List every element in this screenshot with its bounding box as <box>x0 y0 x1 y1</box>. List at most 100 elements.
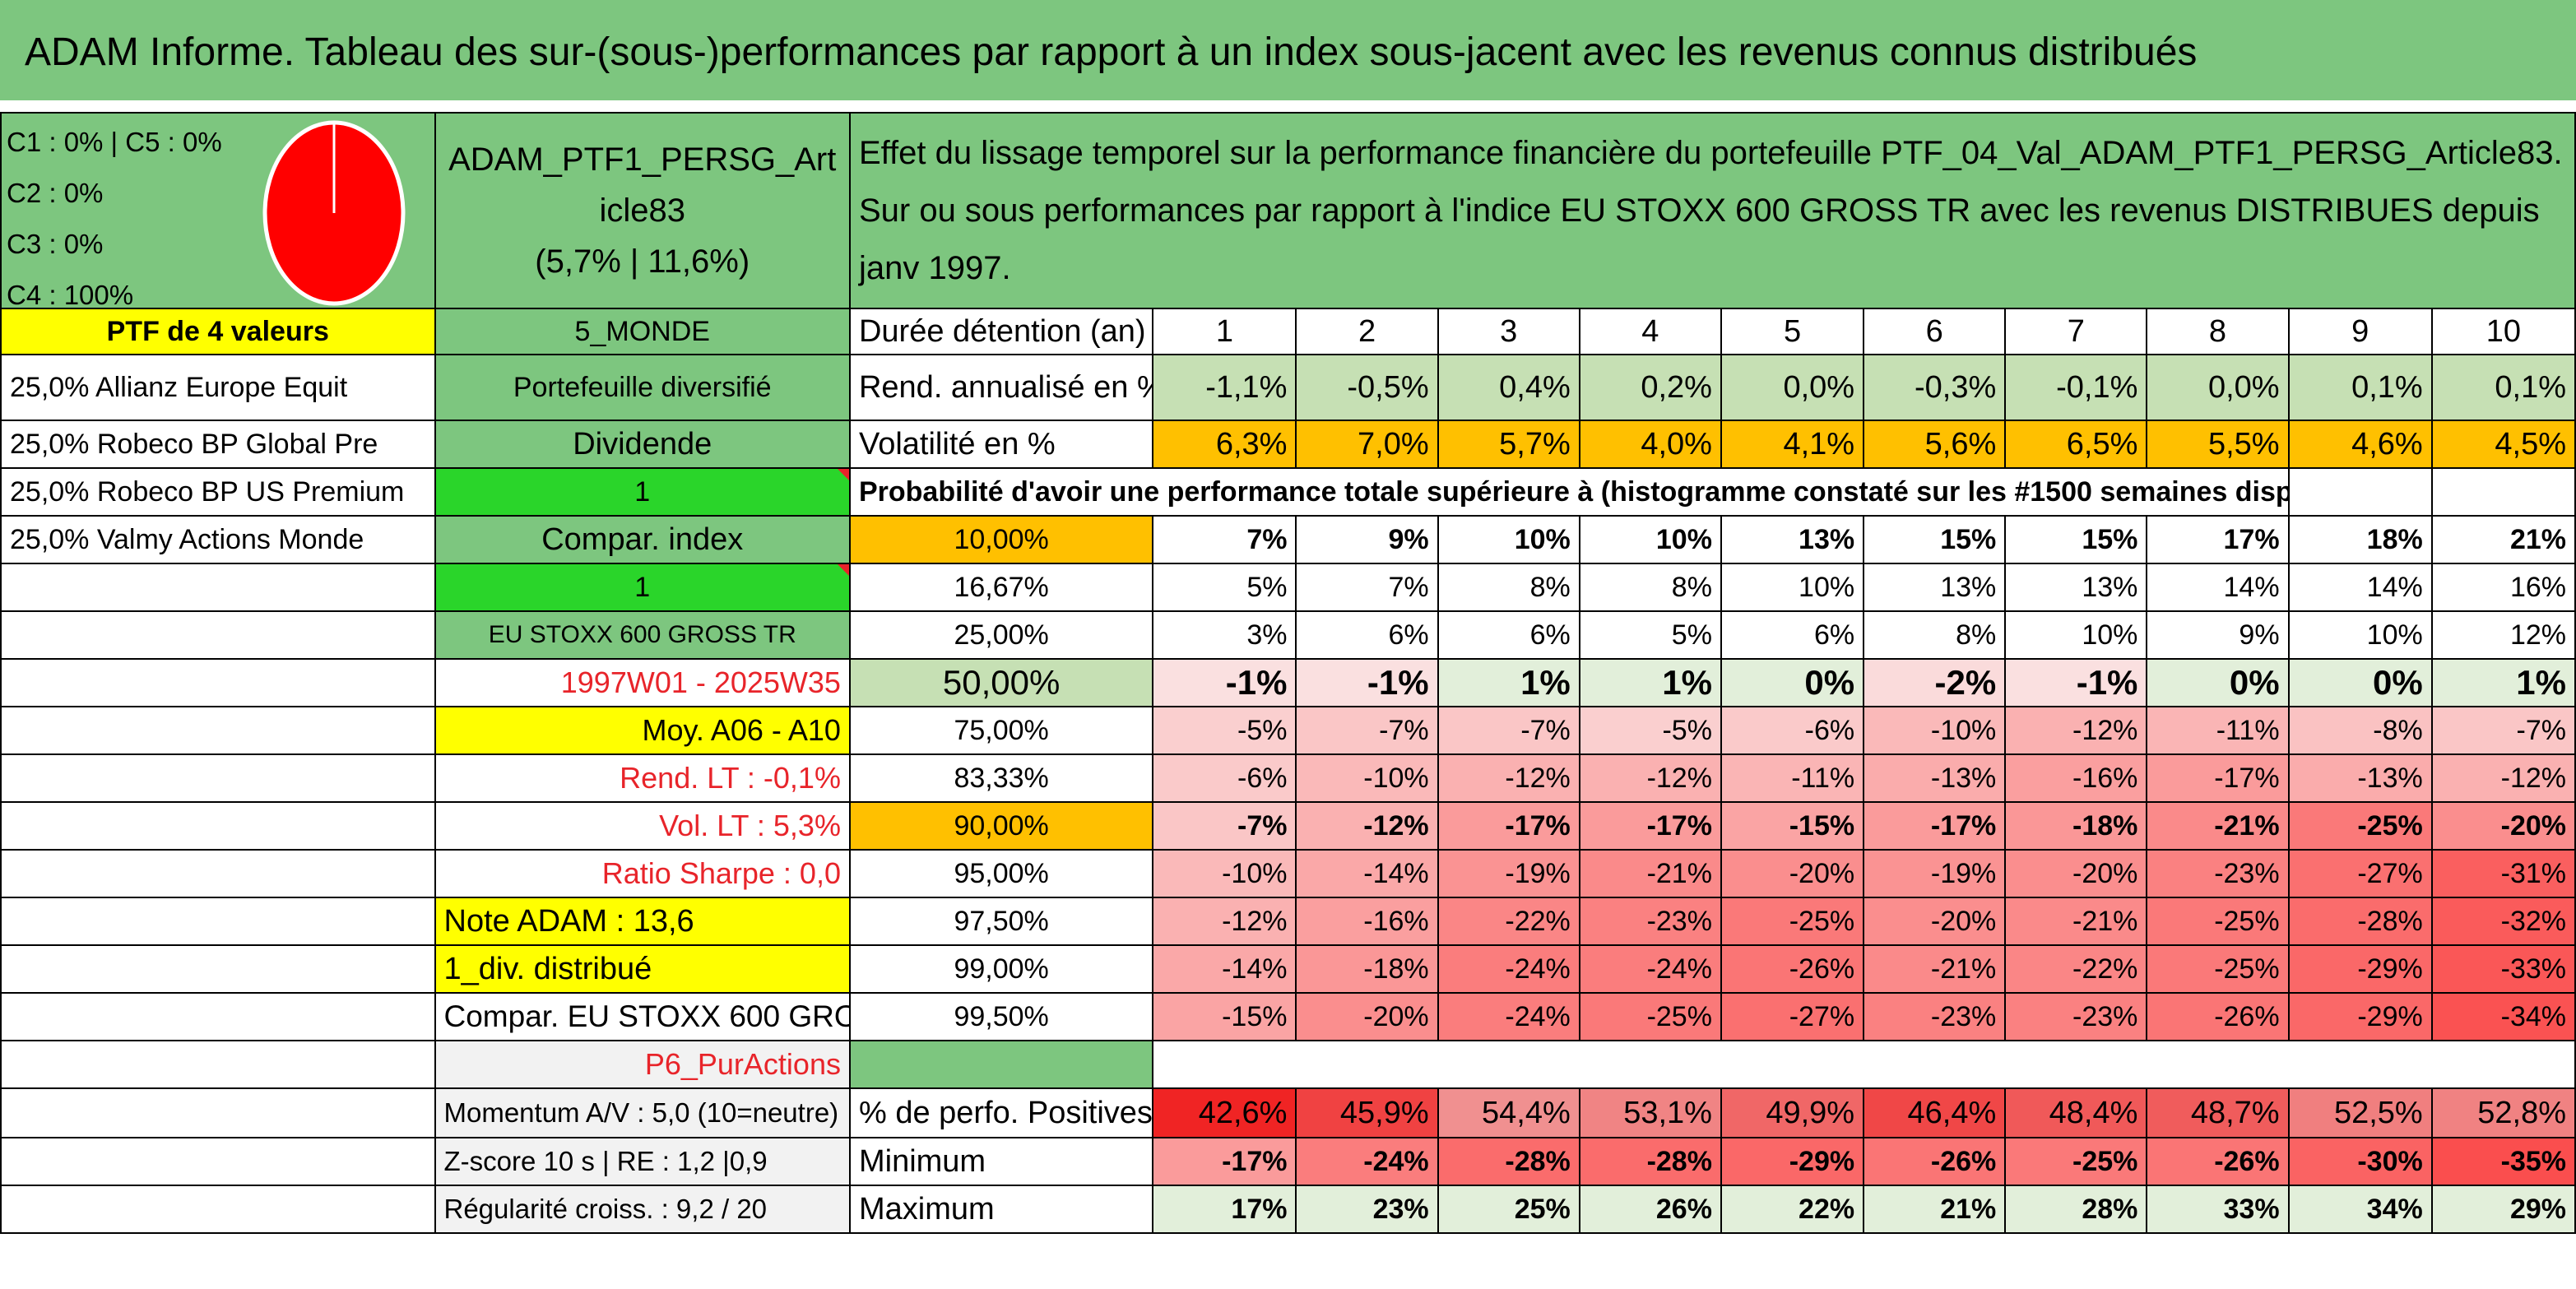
quantile-value: -10% <box>1863 706 2007 755</box>
quantile-value: -20% <box>1295 992 1439 1041</box>
year-header: 10 <box>2430 308 2576 355</box>
quantile-value: -21% <box>1863 944 2007 994</box>
vol-label: Volatilité en % <box>848 420 1154 469</box>
min-value: -30% <box>2287 1137 2433 1186</box>
max-label: Maximum <box>848 1185 1154 1234</box>
quantile-value: 3% <box>1152 610 1297 660</box>
quantile-value: -17% <box>1437 801 1580 851</box>
max-value: 22% <box>1720 1185 1865 1234</box>
sharpe-label: Ratio Sharpe : 0,0 <box>434 849 851 898</box>
empty-left <box>0 849 436 898</box>
quantile-value: -5% <box>1152 706 1297 755</box>
rend-value: -0,3% <box>1863 354 2007 421</box>
quantile-value: -16% <box>2004 753 2148 803</box>
composition-item: C4 : 100% <box>7 280 134 308</box>
performance-sheet: C1 : 0% | C5 : 0% C2 : 0% C3 : 0% C4 : 100%… <box>0 112 2576 1234</box>
rend-value: -1,1% <box>1152 354 1297 421</box>
quantile-label: 16,67% <box>848 563 1154 612</box>
empty-left <box>0 753 436 803</box>
quantile-value: -17% <box>2146 753 2290 803</box>
min-value: -24% <box>1295 1137 1439 1186</box>
quantile-value: -12% <box>2430 753 2576 803</box>
quantile-value: -6% <box>1720 706 1865 755</box>
quantile-value: 7% <box>1295 563 1439 612</box>
quantile-value: 14% <box>2146 563 2290 612</box>
composition-item: C1 : 0% | C5 : 0% <box>7 127 222 157</box>
pos-value: 54,4% <box>1437 1087 1580 1138</box>
quantile-value: -25% <box>2146 897 2290 946</box>
quantile-value: -1% <box>1295 658 1439 707</box>
vol-value: 4,0% <box>1578 420 1722 469</box>
empty-left <box>0 658 436 707</box>
pos-value: 48,7% <box>2146 1087 2290 1138</box>
quantile-value: -20% <box>2430 801 2576 851</box>
quantile-value: 0% <box>2287 658 2433 707</box>
quantile-value: 7% <box>1152 515 1297 564</box>
min-value: -28% <box>1578 1137 1722 1186</box>
quantile-value: 1% <box>2430 658 2576 707</box>
year-header: 4 <box>1578 308 1722 355</box>
portfolio-name-panel: ADAM_PTF1_PERSG_Article83 (5,7% | 11,6%) <box>434 112 851 309</box>
min-value: -25% <box>2004 1137 2148 1186</box>
quantile-value: -29% <box>2287 944 2433 994</box>
pos-value: 52,5% <box>2287 1087 2433 1138</box>
quantile-value: -10% <box>1295 753 1439 803</box>
quantile-value: -25% <box>2146 944 2290 994</box>
max-value: 29% <box>2430 1185 2576 1234</box>
quantile-value: 13% <box>1863 563 2007 612</box>
rend-value: 0,1% <box>2287 354 2433 421</box>
div-label: 1_div. distribué <box>434 944 851 994</box>
empty-left <box>0 944 436 994</box>
quantile-label: 95,00% <box>848 849 1154 898</box>
empty-left <box>0 992 436 1041</box>
quantile-value: -21% <box>2004 897 2148 946</box>
zone-label: 5_MONDE <box>434 308 851 355</box>
portfolio-perf: (5,7% | 11,6%) <box>535 243 750 280</box>
quantile-value: 13% <box>2004 563 2148 612</box>
pos-value: 53,1% <box>1578 1087 1722 1138</box>
quantile-value: -23% <box>1863 992 2007 1041</box>
composition-item: C3 : 0% <box>7 229 104 259</box>
empty-left <box>0 897 436 946</box>
regularite-label: Régularité croiss. : 9,2 / 20 <box>434 1185 851 1234</box>
empty-band <box>1152 1040 2576 1089</box>
dividende-label: Dividende <box>434 420 851 469</box>
compar-index-label: Compar. index <box>434 515 851 564</box>
pos-label: % de perfo. Positives <box>848 1087 1154 1138</box>
quantile-value: -12% <box>2004 706 2148 755</box>
empty-left <box>0 1137 436 1186</box>
quantile-value: 10% <box>1720 563 1865 612</box>
min-value: -26% <box>1863 1137 2007 1186</box>
max-value: 21% <box>1863 1185 2007 1234</box>
vol-value: 5,7% <box>1437 420 1580 469</box>
max-value: 26% <box>1578 1185 1722 1234</box>
holding-4: 25,0% Valmy Actions Monde <box>0 515 436 564</box>
quantile-label: 50,00% <box>848 658 1154 707</box>
quantile-label: 97,50% <box>848 897 1154 946</box>
report-description: Effet du lissage temporel sur la perform… <box>848 112 2576 309</box>
quantile-label: 75,00% <box>848 706 1154 755</box>
quantile-value: -7% <box>1152 801 1297 851</box>
quantile-value: 10% <box>2004 610 2148 660</box>
dividend-count-a: 1 <box>434 467 851 517</box>
period-label: 1997W01 - 2025W35 <box>434 658 851 707</box>
quantile-value: 15% <box>2004 515 2148 564</box>
quantile-value: -10% <box>1152 849 1297 898</box>
pos-value: 48,4% <box>2004 1087 2148 1138</box>
rend-value: 0,0% <box>1720 354 1865 421</box>
composition-list: C1 : 0% | C5 : 0% C2 : 0% C3 : 0% C4 : 100% <box>7 117 222 308</box>
quantile-value: -21% <box>2146 801 2290 851</box>
quantile-value: 6% <box>1295 610 1439 660</box>
empty-cell <box>2287 467 2433 517</box>
empty-left <box>0 1040 436 1089</box>
quantile-value: 5% <box>1578 610 1722 660</box>
max-value: 23% <box>1295 1185 1439 1234</box>
year-header: 9 <box>2287 308 2433 355</box>
quantile-value: 10% <box>1437 515 1580 564</box>
quantile-value: -12% <box>1295 801 1439 851</box>
ptf-count-label: PTF de 4 valeurs <box>0 308 436 355</box>
quantile-value: -27% <box>2287 849 2433 898</box>
min-value: -35% <box>2430 1137 2576 1186</box>
max-value: 34% <box>2287 1185 2433 1234</box>
rend-value: 0,0% <box>2146 354 2290 421</box>
